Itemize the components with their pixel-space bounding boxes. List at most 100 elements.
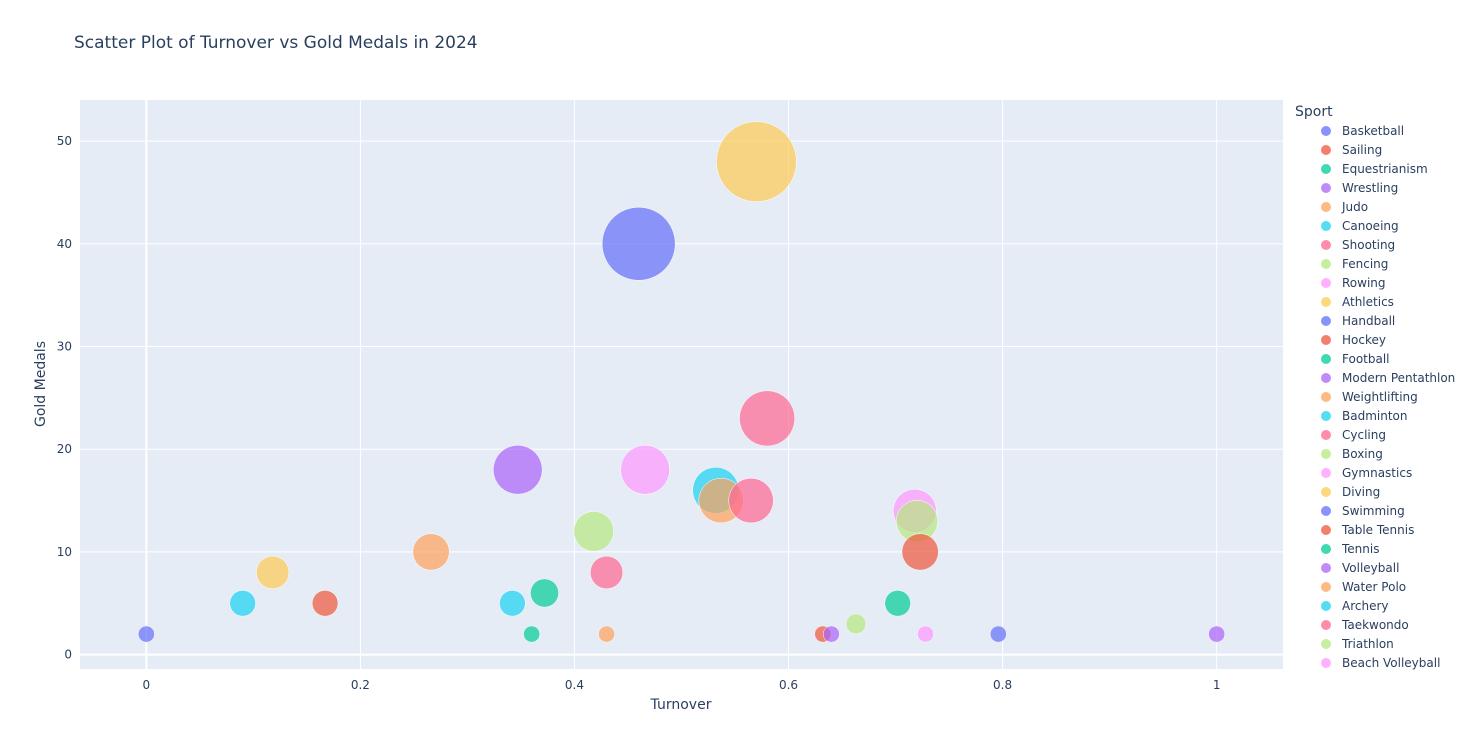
legend-label: Equestrianism	[1342, 161, 1428, 176]
legend-label: Boxing	[1342, 446, 1383, 461]
x-tick-label: 0	[143, 678, 151, 692]
data-point-badminton[interactable]	[499, 590, 526, 617]
data-point-boxing[interactable]	[573, 511, 614, 552]
data-point-wrestling[interactable]	[822, 625, 840, 643]
x-tick-label: 0.4	[565, 678, 584, 692]
legend-marker-icon	[1321, 163, 1331, 174]
legend-label: Tennis	[1342, 541, 1380, 556]
x-tick-label: 1	[1213, 678, 1221, 692]
data-point-canoeing[interactable]	[229, 590, 256, 617]
legend-item-archery[interactable]: Archery	[1295, 596, 1455, 615]
legend-item-water-polo[interactable]: Water Polo	[1295, 577, 1455, 596]
data-point-gymnastics[interactable]	[620, 445, 670, 495]
chart-title: Scatter Plot of Turnover vs Gold Medals …	[74, 33, 478, 53]
legend-label: Sailing	[1342, 142, 1383, 157]
legend-item-tennis[interactable]: Tennis	[1295, 539, 1455, 558]
legend-item-table-tennis[interactable]: Table Tennis	[1295, 520, 1455, 539]
data-point-judo[interactable]	[598, 625, 615, 643]
data-point-tennis[interactable]	[884, 590, 911, 617]
legend-label: Football	[1342, 351, 1390, 366]
legend-item-athletics[interactable]: Athletics	[1295, 292, 1455, 311]
legend-marker-icon	[1321, 467, 1331, 478]
legend-marker-icon	[1321, 505, 1331, 516]
legend: Sport Basketball Sailing Equestrianism Wres…	[1295, 104, 1455, 672]
legend-item-rowing[interactable]: Rowing	[1295, 273, 1455, 292]
legend-item-football[interactable]: Football	[1295, 349, 1455, 368]
legend-marker-icon	[1321, 201, 1331, 212]
legend-marker-icon	[1321, 258, 1331, 269]
data-point-football[interactable]	[530, 578, 559, 608]
legend-item-gymnastics[interactable]: Gymnastics	[1295, 463, 1455, 482]
legend-marker-icon	[1321, 239, 1331, 250]
legend-item-handball[interactable]: Handball	[1295, 311, 1455, 330]
legend-item-hockey[interactable]: Hockey	[1295, 330, 1455, 349]
legend-item-basketball[interactable]: Basketball	[1295, 121, 1455, 140]
legend-title: Sport	[1295, 104, 1333, 120]
legend-marker-icon	[1321, 391, 1331, 402]
data-point-shooting[interactable]	[590, 555, 624, 590]
data-point-volleyball[interactable]	[493, 445, 543, 495]
legend-marker-icon	[1321, 600, 1331, 611]
legend-item-sailing[interactable]: Sailing	[1295, 140, 1455, 159]
legend-item-modern-pentathlon[interactable]: Modern Pentathlon	[1295, 368, 1455, 387]
legend-label: Triathlon	[1342, 636, 1394, 651]
legend-marker-icon	[1321, 562, 1331, 573]
legend-item-canoeing[interactable]: Canoeing	[1295, 216, 1455, 235]
legend-marker-icon	[1321, 638, 1331, 649]
data-point-equestrianism[interactable]	[523, 625, 541, 643]
data-point-fencing[interactable]	[845, 613, 867, 635]
legend-item-fencing[interactable]: Fencing	[1295, 254, 1455, 273]
legend-item-judo[interactable]: Judo	[1295, 197, 1455, 216]
legend-item-boxing[interactable]: Boxing	[1295, 444, 1455, 463]
legend-item-taekwondo[interactable]: Taekwondo	[1295, 615, 1455, 634]
legend-item-diving[interactable]: Diving	[1295, 482, 1455, 501]
legend-item-swimming[interactable]: Swimming	[1295, 501, 1455, 520]
data-point-modern-pentathlon[interactable]	[1208, 625, 1226, 643]
legend-label: Wrestling	[1342, 180, 1399, 195]
data-point-handball[interactable]	[601, 207, 676, 281]
legend-item-wrestling[interactable]: Wrestling	[1295, 178, 1455, 197]
legend-marker-icon	[1321, 315, 1331, 326]
data-point-taekwondo[interactable]	[728, 477, 774, 524]
legend-item-weightlifting[interactable]: Weightlifting	[1295, 387, 1455, 406]
x-tick-label: 0.6	[779, 678, 798, 692]
legend-item-equestrianism[interactable]: Equestrianism	[1295, 159, 1455, 178]
data-point-basketball[interactable]	[137, 625, 155, 643]
legend-label: Athletics	[1342, 294, 1394, 309]
legend-item-badminton[interactable]: Badminton	[1295, 406, 1455, 425]
legend-label: Shooting	[1342, 237, 1396, 252]
legend-marker-icon	[1321, 182, 1331, 193]
data-point-cycling[interactable]	[739, 390, 796, 447]
data-point-athletics[interactable]	[716, 121, 797, 202]
y-axis-title: Gold Medals	[33, 341, 49, 427]
y-tick-label: 30	[57, 339, 72, 353]
data-point-rowing[interactable]	[917, 625, 934, 643]
data-point-weightlifting[interactable]	[412, 533, 450, 571]
data-point-hockey[interactable]	[311, 590, 339, 617]
y-tick-label: 10	[57, 545, 72, 559]
legend-item-shooting[interactable]: Shooting	[1295, 235, 1455, 254]
legend-item-triathlon[interactable]: Triathlon	[1295, 634, 1455, 653]
legend-label: Basketball	[1342, 123, 1405, 138]
legend-label: Hockey	[1342, 332, 1386, 347]
legend-label: Judo	[1342, 199, 1369, 214]
legend-item-beach-volleyball[interactable]: Beach Volleyball	[1295, 653, 1455, 672]
legend-label: Swimming	[1342, 503, 1405, 518]
legend-items: Basketball Sailing Equestrianism Wrestling J…	[1295, 121, 1455, 672]
legend-marker-icon	[1321, 372, 1331, 383]
legend-marker-icon	[1321, 524, 1331, 535]
legend-label: Canoeing	[1342, 218, 1399, 233]
legend-label: Badminton	[1342, 408, 1408, 423]
data-point-table-tennis[interactable]	[901, 533, 939, 571]
legend-label: Modern Pentathlon	[1342, 370, 1456, 385]
legend-marker-icon	[1321, 429, 1331, 440]
legend-marker-icon	[1321, 581, 1331, 592]
legend-item-volleyball[interactable]: Volleyball	[1295, 558, 1455, 577]
legend-label: Cycling	[1342, 427, 1386, 442]
data-point-diving[interactable]	[256, 555, 290, 590]
legend-marker-icon	[1321, 657, 1331, 668]
legend-item-cycling[interactable]: Cycling	[1295, 425, 1455, 444]
data-point-swimming[interactable]	[989, 625, 1007, 643]
legend-marker-icon	[1321, 144, 1331, 155]
